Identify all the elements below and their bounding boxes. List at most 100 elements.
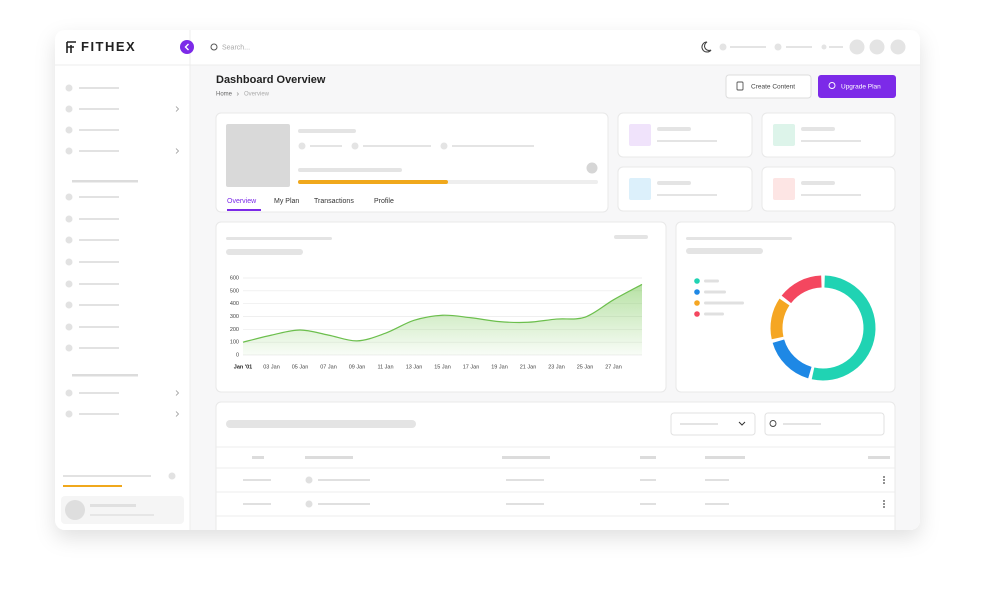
breadcrumb-current: Overview bbox=[244, 92, 270, 98]
skeleton bbox=[657, 181, 691, 185]
menu-label[interactable] bbox=[79, 239, 119, 241]
skeleton bbox=[90, 514, 154, 516]
x-tick-label: 21 Jan bbox=[520, 364, 537, 370]
row-menu[interactable] bbox=[883, 479, 885, 481]
menu-icon bbox=[65, 301, 73, 309]
skeleton bbox=[801, 194, 861, 196]
skeleton bbox=[63, 475, 151, 477]
breadcrumb-home[interactable]: Home bbox=[216, 92, 233, 98]
skeleton bbox=[310, 145, 342, 147]
search-input[interactable]: Search... bbox=[222, 44, 250, 51]
menu-label[interactable] bbox=[79, 413, 119, 415]
user-avatar bbox=[65, 500, 85, 520]
skeleton bbox=[298, 129, 356, 133]
avatar[interactable] bbox=[890, 39, 906, 55]
menu-label[interactable] bbox=[79, 283, 119, 285]
legend-marker bbox=[694, 289, 700, 295]
menu-icon bbox=[65, 193, 73, 201]
upgrade-icon bbox=[828, 82, 836, 89]
stat-icon bbox=[773, 124, 795, 146]
collapse-icon bbox=[184, 43, 189, 51]
skeleton bbox=[829, 46, 843, 48]
menu-label[interactable] bbox=[79, 218, 119, 220]
row-menu[interactable] bbox=[883, 482, 885, 484]
skeleton bbox=[168, 472, 176, 480]
skeleton bbox=[226, 237, 332, 240]
menu-icon bbox=[65, 126, 73, 134]
menu-icon bbox=[65, 389, 73, 397]
tab-my-plan[interactable]: My Plan bbox=[274, 198, 299, 205]
legend-marker bbox=[694, 300, 700, 306]
menu-label[interactable] bbox=[79, 347, 119, 349]
legend-label bbox=[704, 301, 744, 305]
x-tick-label: Jan '01 bbox=[234, 364, 252, 370]
logo[interactable]: FITHEX bbox=[66, 39, 136, 54]
menu-chevron bbox=[175, 106, 180, 112]
cell bbox=[705, 503, 729, 505]
menu-label[interactable] bbox=[79, 304, 119, 306]
menu-label[interactable] bbox=[79, 108, 119, 110]
menu-label[interactable] bbox=[79, 392, 119, 394]
skeleton bbox=[363, 145, 431, 147]
menu-label[interactable] bbox=[79, 87, 119, 89]
row-menu[interactable] bbox=[883, 500, 885, 502]
skeleton bbox=[730, 46, 766, 48]
stat-icon bbox=[629, 178, 651, 200]
y-tick-label: 500 bbox=[230, 288, 239, 294]
avatar[interactable] bbox=[849, 39, 865, 55]
avatar[interactable] bbox=[869, 39, 885, 55]
skeleton bbox=[801, 127, 835, 131]
table-search[interactable] bbox=[764, 412, 885, 436]
skeleton bbox=[783, 423, 821, 425]
y-tick-label: 0 bbox=[236, 352, 239, 358]
skeleton bbox=[298, 168, 402, 172]
column-header bbox=[705, 456, 745, 459]
donut-segment bbox=[811, 275, 876, 381]
theme-toggle[interactable] bbox=[701, 41, 712, 53]
menu-chevron bbox=[175, 390, 180, 396]
menu-label[interactable] bbox=[79, 326, 119, 328]
donut-segment bbox=[781, 275, 822, 304]
skeleton bbox=[719, 43, 727, 51]
progress-fill bbox=[298, 180, 448, 184]
donut-segment bbox=[772, 339, 812, 379]
tab-profile[interactable]: Profile bbox=[374, 198, 394, 205]
stat-card bbox=[761, 166, 896, 212]
column-header bbox=[640, 456, 656, 459]
cell bbox=[640, 479, 656, 481]
row-menu[interactable] bbox=[883, 506, 885, 508]
cell bbox=[305, 476, 313, 484]
user-card[interactable] bbox=[61, 496, 184, 524]
menu-icon bbox=[65, 280, 73, 288]
skeleton bbox=[657, 140, 717, 142]
dropdown-chevron bbox=[738, 421, 746, 426]
sidebar bbox=[61, 84, 184, 524]
menu-label[interactable] bbox=[79, 150, 119, 152]
skeleton bbox=[90, 504, 136, 507]
create-icon bbox=[736, 81, 744, 91]
search-icon bbox=[769, 420, 777, 427]
menu-label[interactable] bbox=[79, 261, 119, 263]
menu-icon bbox=[65, 147, 73, 155]
tab-transactions[interactable]: Transactions bbox=[314, 198, 354, 205]
row-menu[interactable] bbox=[883, 476, 885, 478]
legend-marker bbox=[694, 311, 700, 317]
x-tick-label: 19 Jan bbox=[491, 364, 508, 370]
line bbox=[242, 283, 643, 343]
menu-label[interactable] bbox=[79, 196, 119, 198]
stat-card bbox=[617, 112, 753, 158]
legend-label bbox=[704, 279, 719, 283]
skeleton bbox=[821, 44, 827, 50]
collapse-button[interactable] bbox=[180, 40, 194, 54]
menu-label[interactable] bbox=[79, 129, 119, 131]
stat-icon bbox=[773, 178, 795, 200]
upgrade-plan-button[interactable] bbox=[818, 75, 896, 98]
create-content-button[interactable] bbox=[725, 74, 812, 99]
menu-icon bbox=[65, 105, 73, 113]
row-menu[interactable] bbox=[883, 503, 885, 505]
x-tick-label: 15 Jan bbox=[434, 364, 451, 370]
tab-overview[interactable]: Overview bbox=[227, 198, 257, 205]
menu-section bbox=[72, 374, 138, 377]
skeleton bbox=[226, 249, 303, 255]
